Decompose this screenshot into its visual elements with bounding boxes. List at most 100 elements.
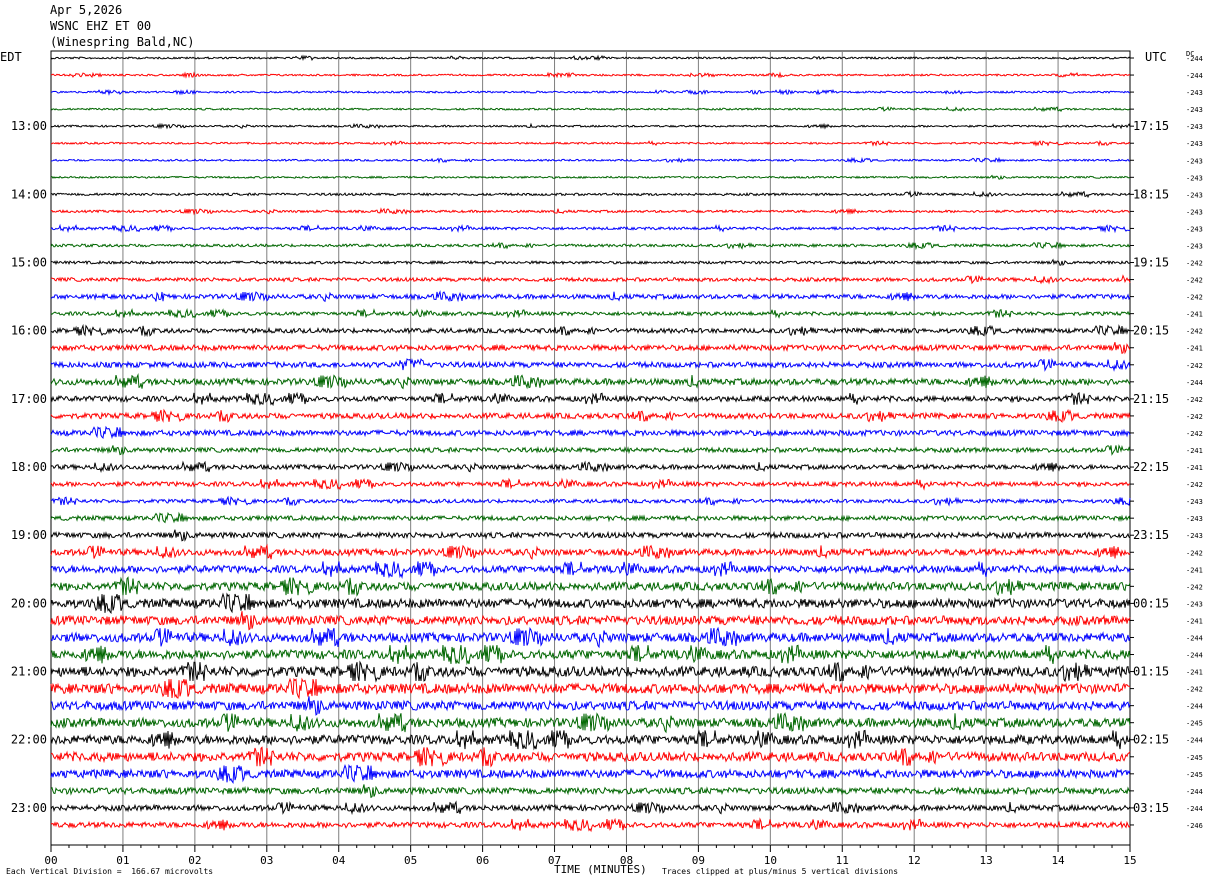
dc-offset-label: -243	[1186, 174, 1203, 182]
trace-line	[50, 592, 1131, 615]
edt-hour-label: 17:00	[11, 392, 47, 406]
dc-offset-label: -244	[1186, 652, 1203, 660]
trace-line	[50, 307, 1131, 319]
x-tick-label: 03	[260, 854, 273, 867]
dc-offset-header: DC	[1186, 50, 1195, 58]
dc-offset-label: -242	[1186, 396, 1203, 404]
trace-line	[50, 174, 1131, 180]
trace-line	[50, 660, 1131, 683]
x-tick-label: 05	[404, 854, 417, 867]
clip-note: Traces clipped at plus/minus 5 vertical …	[662, 867, 899, 876]
edt-hour-label: 22:00	[11, 733, 47, 747]
utc-hour-label: 21:15	[1133, 392, 1169, 406]
dc-offset-label: -244	[1186, 379, 1203, 387]
trace-line	[50, 425, 1131, 440]
edt-hour-label: 23:00	[11, 801, 47, 815]
trace-line	[50, 800, 1131, 816]
edt-hour-label: 20:00	[11, 596, 47, 610]
dc-offset-label: -243	[1186, 123, 1203, 131]
dc-offset-label: -243	[1186, 600, 1203, 608]
dc-offset-label: -243	[1186, 157, 1203, 165]
x-tick-label: 09	[692, 854, 705, 867]
trace-line	[50, 258, 1131, 267]
dc-offset-label: -242	[1186, 328, 1203, 336]
dc-offset-label: -245	[1186, 771, 1203, 779]
dc-offset-label: -242	[1186, 549, 1203, 557]
trace-line	[50, 495, 1131, 507]
dc-offset-label: -242	[1186, 583, 1203, 591]
trace-line	[50, 817, 1131, 833]
trace-line	[50, 323, 1131, 338]
dc-offset-label: -241	[1186, 669, 1203, 677]
dc-offset-label: -243	[1186, 532, 1203, 540]
x-tick-label: 04	[332, 854, 346, 867]
dc-offset-label: -241	[1186, 617, 1203, 625]
trace-line	[50, 611, 1131, 631]
dc-offset-label: -244	[1186, 634, 1203, 642]
chart-title-station: WSNC EHZ ET 00	[50, 19, 152, 33]
trace-line	[50, 729, 1131, 751]
trace-line	[50, 460, 1131, 473]
trace-line	[50, 511, 1131, 524]
x-tick-label: 14	[1051, 854, 1065, 867]
edt-hour-label: 19:00	[11, 528, 47, 542]
trace-line	[50, 122, 1131, 130]
dc-offset-label: -241	[1186, 447, 1203, 455]
dc-offset-label: -243	[1186, 89, 1203, 97]
trace-line	[50, 241, 1131, 251]
edt-hour-label: 16:00	[11, 324, 47, 338]
trace-line	[50, 54, 1131, 62]
utc-hour-label: 19:15	[1133, 256, 1169, 270]
utc-hour-label: 17:15	[1133, 119, 1169, 133]
trace-line	[50, 139, 1131, 147]
dc-offset-label: -242	[1186, 481, 1203, 489]
dc-offset-label: -242	[1186, 294, 1203, 302]
dc-offset-label: -242	[1186, 362, 1203, 370]
dc-offset-label: -244	[1186, 788, 1203, 796]
dc-offset-label: -245	[1186, 754, 1203, 762]
utc-hour-label: 02:15	[1133, 733, 1169, 747]
x-tick-label: 01	[116, 854, 129, 867]
dc-offset-label: -242	[1186, 413, 1203, 421]
x-tick-label: 15	[1123, 854, 1136, 867]
dc-offset-label: -243	[1186, 140, 1203, 148]
right-timezone-label: UTC	[1145, 50, 1167, 64]
trace-line	[50, 561, 1131, 579]
trace-line	[50, 444, 1131, 456]
edt-hour-label: 14:00	[11, 187, 47, 201]
utc-hour-label: 01:15	[1133, 665, 1169, 679]
edt-hour-label: 15:00	[11, 256, 47, 270]
x-tick-label: 08	[620, 854, 633, 867]
x-tick-label: 02	[188, 854, 201, 867]
x-tick-label: 10	[764, 854, 777, 867]
trace-line	[50, 543, 1131, 560]
x-tick-label: 07	[548, 854, 561, 867]
x-tick-label: 00	[44, 854, 57, 867]
x-tick-label: 06	[476, 854, 489, 867]
trace-line	[50, 274, 1131, 285]
trace-line	[50, 677, 1131, 700]
dc-offset-label: -241	[1186, 566, 1203, 574]
trace-line	[50, 576, 1131, 597]
trace-line	[50, 391, 1131, 407]
dc-offset-label: -244	[1186, 72, 1203, 80]
utc-hour-label: 18:15	[1133, 187, 1169, 201]
dc-offset-label: -243	[1186, 191, 1203, 199]
trace-line	[50, 207, 1131, 216]
trace-line	[50, 71, 1131, 79]
x-tick-label: 13	[980, 854, 993, 867]
x-tick-label: 12	[908, 854, 921, 867]
edt-hour-label: 18:00	[11, 460, 47, 474]
trace-line	[50, 88, 1131, 96]
trace-line	[50, 290, 1131, 303]
trace-line	[50, 190, 1131, 199]
utc-hour-label: 03:15	[1133, 801, 1169, 815]
trace-line	[50, 477, 1131, 491]
trace-line	[50, 156, 1131, 164]
trace-line	[50, 105, 1131, 113]
trace-line	[50, 644, 1131, 666]
scale-note: Each Vertical Division = 166.67 microvol…	[6, 867, 214, 876]
edt-hour-label: 21:00	[11, 665, 47, 679]
trace-line	[50, 373, 1131, 390]
trace-line	[50, 408, 1131, 423]
